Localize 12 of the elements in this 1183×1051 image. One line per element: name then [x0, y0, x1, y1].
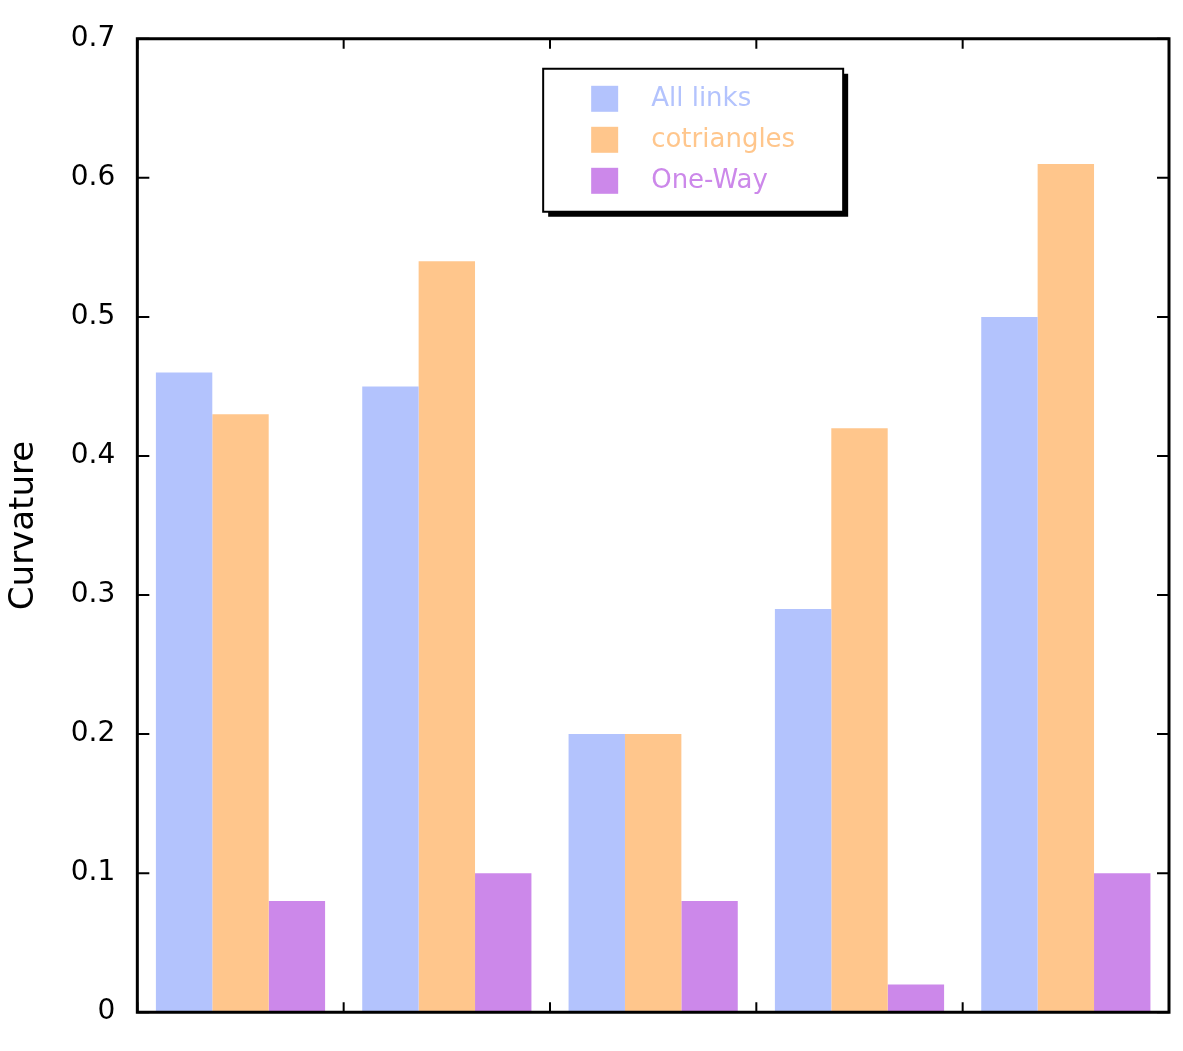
y-tick-label: 0.6 [70, 159, 116, 193]
y-tick-label: 0.5 [70, 298, 116, 332]
y-axis-title: Curvature [1, 440, 42, 611]
y-tick-label: 0.7 [70, 20, 116, 54]
y-tick-label: 0.4 [70, 437, 116, 471]
y-tick-label: 0 [97, 993, 116, 1027]
y-tick-label: 0.2 [70, 715, 116, 749]
y-tick-label: 0.1 [70, 854, 116, 888]
legend-label: All links [651, 81, 752, 112]
legend-label: One-Way [651, 163, 768, 194]
y-tick-label: 0.3 [70, 576, 116, 610]
legend-label: cotriangles [651, 122, 796, 153]
